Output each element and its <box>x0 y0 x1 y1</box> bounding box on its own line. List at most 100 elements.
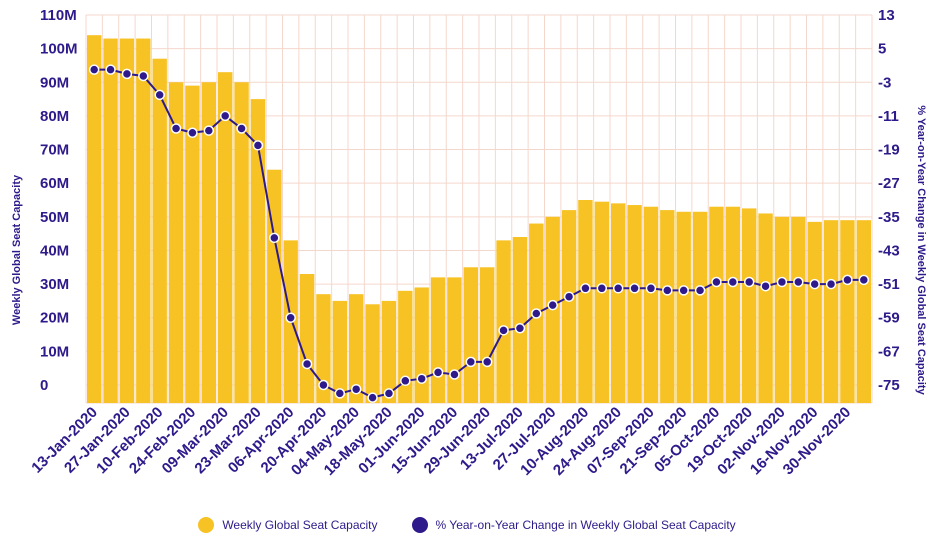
bar <box>676 211 691 403</box>
right-tick-label: -35 <box>878 209 900 226</box>
right-tick-label: -43 <box>878 242 900 259</box>
bar <box>611 203 626 403</box>
yoy-point <box>694 285 706 296</box>
left-tick-label: 110M <box>40 7 77 24</box>
bar <box>496 240 511 403</box>
yoy-point <box>350 383 362 395</box>
yoy-point <box>154 89 165 101</box>
bar <box>267 169 282 403</box>
bar <box>349 294 364 403</box>
yoy-point <box>187 127 198 138</box>
bar <box>512 237 528 403</box>
left-axis-title: Weekly Global Seat Capacity <box>11 174 23 325</box>
bar <box>234 82 249 403</box>
yoy-point <box>825 278 837 290</box>
yoy-point <box>678 285 689 296</box>
bar <box>692 211 708 403</box>
bar <box>578 200 593 403</box>
right-tick-label: 5 <box>878 41 886 58</box>
left-tick-label: 50M <box>40 209 69 226</box>
bar <box>218 72 233 403</box>
yoy-point <box>776 276 788 288</box>
yoy-point <box>531 308 542 319</box>
left-tick-label: 70M <box>40 142 69 159</box>
yoy-point <box>88 64 100 75</box>
bar <box>119 38 135 403</box>
yoy-point <box>252 140 264 151</box>
bar <box>430 277 446 403</box>
yoy-point <box>743 276 755 288</box>
yoy-point <box>842 274 853 286</box>
right-tick-label: -75 <box>878 377 900 394</box>
yoy-point <box>318 379 329 391</box>
yoy-point <box>121 68 133 80</box>
yoy-point <box>760 280 771 292</box>
yoy-point <box>416 373 427 384</box>
left-tick-label: 60M <box>40 175 69 192</box>
bar <box>316 294 331 403</box>
yoy-point <box>367 392 378 403</box>
yoy-point <box>269 232 280 244</box>
left-tick-label: 40M <box>40 242 69 259</box>
yoy-point <box>203 125 215 136</box>
legend-label-yoy: % Year-on-Year Change in Weekly Global S… <box>435 518 736 532</box>
bar <box>823 220 839 403</box>
bar <box>87 35 102 403</box>
yoy-point <box>793 276 804 288</box>
bar <box>250 99 266 403</box>
right-tick-label: -59 <box>878 310 900 327</box>
yoy-point <box>432 367 444 378</box>
yoy-point <box>105 64 116 75</box>
right-tick-label: -67 <box>878 343 900 360</box>
yoy-point <box>612 283 624 294</box>
bar <box>201 82 216 403</box>
bar <box>332 300 347 403</box>
yoy-point <box>514 322 526 334</box>
yoy-point <box>449 369 460 380</box>
line-series <box>88 64 870 403</box>
bar <box>136 38 151 403</box>
bar <box>594 201 609 403</box>
legend-swatch-yoy <box>411 517 428 533</box>
yoy-point <box>334 388 346 399</box>
legend-item-yoy[interactable]: % Year-on-Year Change in Weekly Global S… <box>411 517 736 533</box>
bar <box>152 58 167 404</box>
yoy-point <box>809 278 820 290</box>
right-tick-label: -51 <box>878 276 900 293</box>
left-tick-label: 100M <box>40 41 78 58</box>
bar <box>365 304 380 403</box>
legend: Weekly Global Seat Capacity % Year-on-Ye… <box>0 517 934 533</box>
yoy-point <box>383 388 395 399</box>
yoy-point <box>465 356 477 368</box>
bar <box>791 216 806 403</box>
bar <box>807 221 822 403</box>
yoy-point <box>219 110 231 122</box>
right-tick-label: -27 <box>878 175 900 192</box>
yoy-point <box>400 375 411 387</box>
bar <box>299 274 315 403</box>
bar <box>774 216 790 403</box>
yoy-point <box>498 325 509 336</box>
yoy-point <box>547 299 558 311</box>
bar <box>840 220 855 403</box>
bar <box>725 206 740 403</box>
bar <box>103 38 118 403</box>
bar <box>856 220 871 403</box>
bar <box>381 300 397 403</box>
bar <box>414 287 429 403</box>
yoy-point <box>711 276 722 288</box>
left-tick-label: 30M <box>40 276 69 293</box>
yoy-point <box>629 283 640 294</box>
left-tick-label: 0 <box>40 377 48 394</box>
legend-item-capacity[interactable]: Weekly Global Seat Capacity <box>198 517 378 533</box>
bar <box>447 277 462 403</box>
yoy-point <box>138 70 149 82</box>
left-axis-ticks: 0 10M 20M 30M 40M 50M 60M 70M 80M 90M 100M 110M <box>40 7 78 394</box>
right-tick-label: -19 <box>878 142 900 159</box>
yoy-point <box>481 356 493 368</box>
bar <box>643 206 659 403</box>
yoy-point <box>662 285 673 296</box>
left-tick-label: 80M <box>40 108 69 125</box>
right-tick-label: 13 <box>878 7 895 24</box>
